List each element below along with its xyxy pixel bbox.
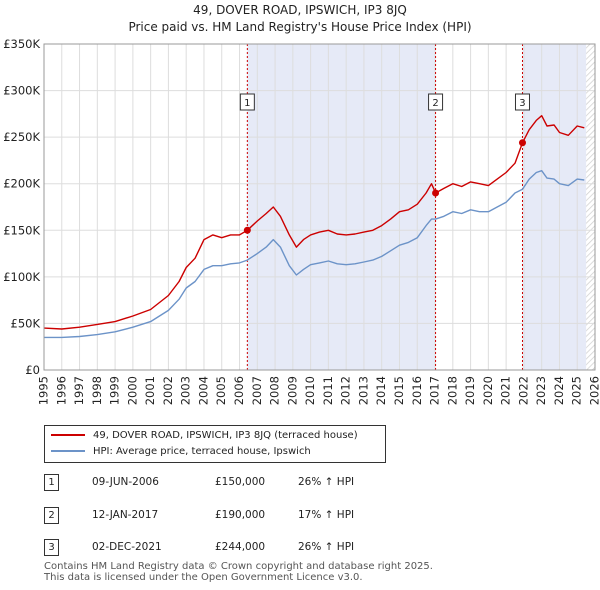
x-tick-label: 2003 (179, 376, 193, 405)
x-tick-label: 2007 (250, 376, 264, 405)
x-tick-label: 1996 (54, 376, 68, 405)
x-tick-label: 2014 (374, 376, 388, 405)
sale-date: 02-DEC-2021 (92, 541, 162, 553)
y-tick-label: £0 (25, 363, 40, 377)
x-tick-label: 2006 (232, 376, 246, 405)
x-tick-label: 1998 (90, 376, 104, 405)
sale-marker-label: 1 (244, 98, 250, 109)
sale-hpi-change: 17% ↑ HPI (298, 509, 355, 521)
sale-point (432, 189, 440, 197)
price-chart: 1 2 3 £0 £50K £100K £150K £200K £250K £300K £350K 1… (3, 37, 600, 405)
x-tick-label: 2001 (143, 376, 157, 405)
sale-hpi-change: 26% ↑ HPI (298, 476, 355, 488)
sale-marker-box (514, 93, 530, 111)
x-tick-label: 2022 (516, 376, 530, 405)
sale-marker-label: 3 (519, 98, 525, 109)
sale-date: 09-JUN-2006 (92, 476, 159, 488)
plot-frame (43, 43, 596, 371)
y-tick-label: £150K (3, 223, 40, 237)
sale-number: 3 (44, 539, 59, 556)
legend-swatch-property (51, 434, 85, 436)
y-tick-label: £50K (11, 316, 41, 330)
y-tick-label: £300K (3, 84, 40, 98)
legend-label-property: 49, DOVER ROAD, IPSWICH, IP3 8JQ (terrac… (93, 430, 358, 441)
x-tick-label: 2004 (196, 376, 210, 405)
legend-label-hpi: HPI: Average price, terraced house, Ipsw… (93, 446, 311, 457)
sale-number: 2 (44, 507, 59, 524)
x-tick-label: 2024 (552, 376, 566, 405)
sale-marker-box (239, 93, 255, 111)
footer-licence: This data is licensed under the Open Gov… (44, 572, 363, 583)
shaded-period (522, 44, 587, 370)
x-tick-label: 2018 (445, 376, 459, 405)
x-tick-label: 2017 (428, 376, 442, 405)
x-tick-label: 2012 (339, 376, 353, 405)
x-tick-label: 2013 (356, 376, 370, 405)
x-tick-label: 2002 (161, 376, 175, 405)
y-tick-label: £100K (3, 270, 40, 284)
x-tick-label: 1995 (37, 376, 51, 405)
sale-row: 2 12-JAN-2017 £190,000 17% ↑ HPI (44, 507, 404, 525)
y-tick-label: £250K (3, 130, 40, 144)
chart-title: 49, DOVER ROAD, IPSWICH, IP3 8JQ (193, 3, 407, 17)
property-price-line (43, 114, 585, 330)
sale-date: 12-JAN-2017 (92, 509, 159, 521)
sale-marker-label: 2 (432, 98, 438, 109)
y-tick-label: £350K (3, 37, 40, 51)
x-tick-label: 2020 (481, 376, 495, 405)
sale-price: £244,000 (215, 541, 266, 553)
footer-copyright: Contains HM Land Registry data © Crown c… (44, 561, 433, 572)
x-tick-label: 2010 (303, 376, 317, 405)
forecast-region (586, 44, 595, 370)
x-tick-label: 2026 (588, 376, 600, 405)
sale-hpi-change: 26% ↑ HPI (298, 541, 355, 553)
y-tick-label: £200K (3, 177, 40, 191)
x-tick-label: 2008 (268, 376, 282, 405)
chart-subtitle: Price paid vs. HM Land Registry's House … (128, 20, 472, 34)
x-tick-label: 2005 (214, 376, 228, 405)
legend: 49, DOVER ROAD, IPSWICH, IP3 8JQ (terrac… (44, 425, 386, 463)
sale-price: £150,000 (215, 476, 266, 488)
x-tick-label: 2021 (499, 376, 513, 405)
sale-row: 1 09-JUN-2006 £150,000 26% ↑ HPI (44, 474, 404, 492)
x-tick-label: 2000 (125, 376, 139, 405)
x-tick-label: 1997 (72, 376, 86, 405)
x-tick-label: 2011 (321, 376, 335, 405)
legend-item-hpi: HPI: Average price, terraced house, Ipsw… (51, 445, 311, 459)
sale-price: £190,000 (215, 509, 266, 521)
sale-point (518, 139, 526, 147)
shaded-period (247, 44, 436, 370)
legend-item-property: 49, DOVER ROAD, IPSWICH, IP3 8JQ (terrac… (51, 429, 358, 443)
x-tick-label: 2025 (570, 376, 584, 405)
sale-point (243, 226, 251, 234)
x-tick-label: 2019 (463, 376, 477, 405)
x-tick-label: 2023 (534, 376, 548, 405)
hpi-line (44, 169, 585, 339)
sale-row: 3 02-DEC-2021 £244,000 26% ↑ HPI (44, 539, 404, 557)
sale-number: 1 (44, 474, 59, 491)
x-tick-label: 2016 (410, 376, 424, 405)
x-tick-label: 2015 (392, 376, 406, 405)
x-tick-label: 2009 (285, 376, 299, 405)
sale-marker-box (428, 93, 444, 111)
x-tick-label: 1999 (108, 376, 122, 405)
legend-swatch-hpi (51, 450, 85, 452)
